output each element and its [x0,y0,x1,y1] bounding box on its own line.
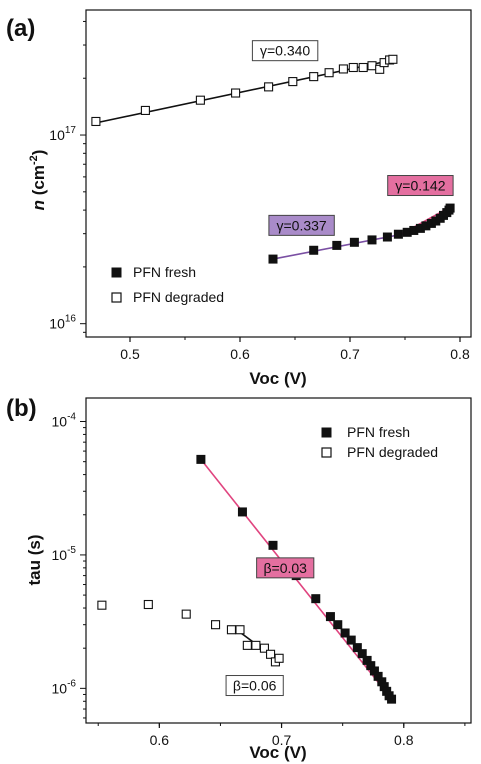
y-title-exp: -2 [28,155,40,165]
data-point-fresh [367,235,377,245]
legend-label-pfn-degraded: PFN degraded [133,289,224,305]
panel-b-x-axis-title: Voc (V) [249,743,306,762]
x-tick-label: 0.7 [340,346,360,362]
panel-a-data-points [91,54,455,264]
panel-b-y-axis-title: tau (s) [25,535,44,586]
panel-b-plot-frame [85,397,472,724]
x-tick-label: 0.8 [394,732,414,748]
legend-label-pfn-fresh: PFN fresh [347,424,410,440]
panel-a-legend: PFN fresh PFN degraded [111,264,224,305]
annotation-label: β=0.03 [263,560,307,576]
data-point-degraded [264,82,274,92]
panel-a-label: (a) [6,15,35,42]
annotation-box [268,214,335,236]
data-point-fresh [311,594,321,604]
annotation-box [387,175,454,197]
y-tick-label: 10-4 [52,411,77,429]
data-point-degraded [348,62,358,73]
data-point-degraded [367,61,377,71]
legend-marker-pfn-degraded [111,292,122,303]
data-point-degraded [235,625,245,635]
legend-label-pfn-fresh: PFN fresh [133,264,196,280]
panel-a-x-axis-title: Voc (V) [249,369,306,388]
data-point-fresh [352,643,362,653]
data-point-degraded [211,620,221,630]
annotation-label: γ=0.340 [260,43,310,59]
data-point-degraded [226,625,236,635]
data-point-degraded [195,95,205,105]
data-point-fresh [237,507,247,517]
data-point-degraded [358,62,368,73]
data-point-degraded [251,640,261,650]
data-point-fresh [268,254,278,264]
data-point-degraded [259,643,269,653]
panel-a-x-ticks: 0.5 0.6 0.7 0.8 [120,337,470,362]
annotation-label: β=0.06 [233,678,277,694]
data-point-degraded [324,68,334,78]
legend-marker-pfn-fresh [321,427,332,438]
data-point-degraded [97,600,107,610]
annotation-box [225,675,284,697]
x-tick-label: 0.7 [272,732,292,748]
panel-b-data-points [97,454,397,704]
panel-b-annotations: β=0.03 β=0.06 [225,557,315,697]
panel-a: (a) 0.5 0.6 0.7 0.8 1016 1017 γ=0.340 γ=0.142… [6,9,472,388]
data-point-degraded [266,649,276,659]
panel-b-legend: PFN fresh PFN degraded [321,424,438,460]
data-point-fresh [382,232,392,242]
panel-a-annotations: γ=0.340 γ=0.142 γ=0.337 [251,40,454,236]
data-point-degraded [388,54,398,64]
y-title-unit: (cm [29,165,48,200]
data-point-degraded [231,88,241,98]
panel-b: (b) 0.6 0.7 0.8 10-610-510-4 β=0.03β=0.06 … [6,395,472,762]
data-point-degraded [181,609,191,619]
y-tick-label: 10-5 [52,545,77,563]
legend-marker-pfn-fresh [111,267,122,278]
data-point-degraded [143,599,153,610]
legend-marker-pfn-degraded [321,447,332,458]
data-point-degraded [91,116,101,127]
data-point-degraded [242,640,252,650]
data-point-fresh [332,240,342,250]
data-point-fresh [268,540,278,550]
data-point-degraded [274,653,284,663]
data-point-fresh [196,454,206,464]
annotation-box [251,40,319,62]
data-point-fresh [349,237,359,247]
data-point-degraded [140,105,150,115]
data-point-fresh [309,245,319,255]
data-point-fresh [346,635,356,645]
fit-line [95,59,394,124]
data-point-fresh [325,612,335,622]
y-title-close: ) [29,150,48,156]
data-point-fresh [340,628,350,638]
annotation-box [256,557,315,579]
panel-b-y-ticks: 10-6 10-5 10-4 [52,411,86,719]
y-tick-label: 10-6 [52,678,77,696]
data-point-degraded [338,64,348,74]
x-tick-label: 0.8 [450,346,470,362]
data-point-fresh [333,620,343,630]
data-point-fresh [357,649,367,659]
legend-label-pfn-degraded: PFN degraded [347,444,438,460]
x-tick-label: 0.5 [120,346,140,362]
panel-a-y-axis-title: n (cm-2) [28,150,48,211]
data-point-degraded [309,72,319,82]
annotation-label: γ=0.142 [395,178,445,194]
y-tick-label: 1017 [49,125,76,143]
y-title-var: n [29,200,48,210]
annotation-label: γ=0.337 [276,217,326,233]
x-tick-label: 0.6 [230,346,250,362]
x-tick-label: 0.6 [150,732,170,748]
panel-a-plot-frame [85,9,472,338]
panel-a-y-ticks: 1016 1017 [49,20,86,333]
data-point-fresh [445,203,455,213]
panel-b-label: (b) [6,395,37,422]
data-point-degraded [288,77,298,87]
y-tick-label: 1016 [49,314,76,332]
data-point-fresh [387,694,397,704]
data-point-fresh [393,229,403,239]
panel-b-x-ticks: 0.6 0.7 0.8 [97,723,466,748]
